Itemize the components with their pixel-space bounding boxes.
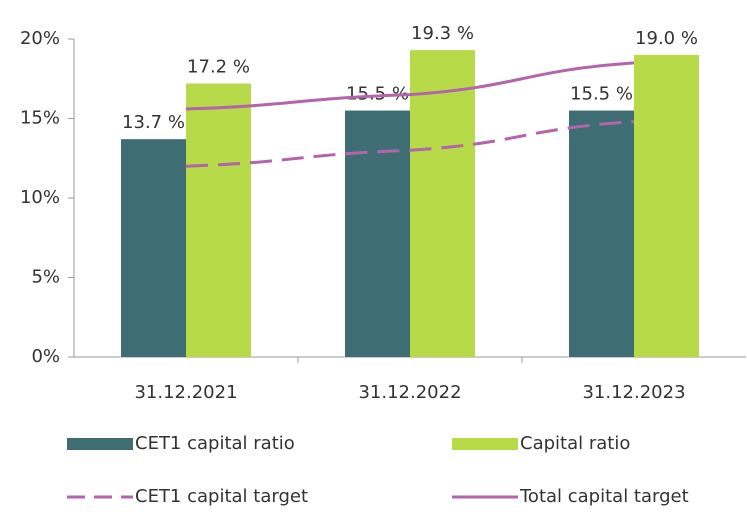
value-label: 19.3 % bbox=[411, 23, 474, 44]
line bbox=[185, 120, 635, 168]
y-tick-label: 10% bbox=[20, 187, 60, 208]
line bbox=[185, 61, 635, 111]
x-tick-label: 31.12.2021 bbox=[134, 382, 237, 403]
legend-swatch bbox=[452, 438, 518, 450]
value-label: 15.5 % bbox=[570, 84, 633, 105]
legend-label: CET1 capital target bbox=[135, 486, 308, 507]
x-tick-label: 31.12.2023 bbox=[582, 382, 685, 403]
bar bbox=[569, 110, 634, 357]
bar bbox=[121, 139, 186, 357]
bar bbox=[634, 54, 699, 358]
legend-swatch bbox=[67, 438, 133, 450]
y-tick-label: 5% bbox=[31, 267, 60, 288]
bar bbox=[345, 110, 410, 357]
value-label: 15.5 % bbox=[346, 84, 409, 105]
x-tick-label: 31.12.2022 bbox=[358, 382, 461, 403]
y-tick-label: 15% bbox=[20, 108, 60, 129]
legend-label: CET1 capital ratio bbox=[135, 433, 295, 454]
value-label: 19.0 % bbox=[635, 28, 698, 49]
value-label: 17.2 % bbox=[187, 57, 250, 78]
legend-label: Total capital target bbox=[519, 486, 689, 507]
bar bbox=[410, 50, 475, 357]
y-tick-label: 0% bbox=[31, 346, 60, 367]
legend-label: Capital ratio bbox=[520, 433, 630, 454]
bar bbox=[186, 83, 251, 358]
y-tick-label: 20% bbox=[20, 28, 60, 49]
value-label: 13.7 % bbox=[122, 112, 185, 133]
